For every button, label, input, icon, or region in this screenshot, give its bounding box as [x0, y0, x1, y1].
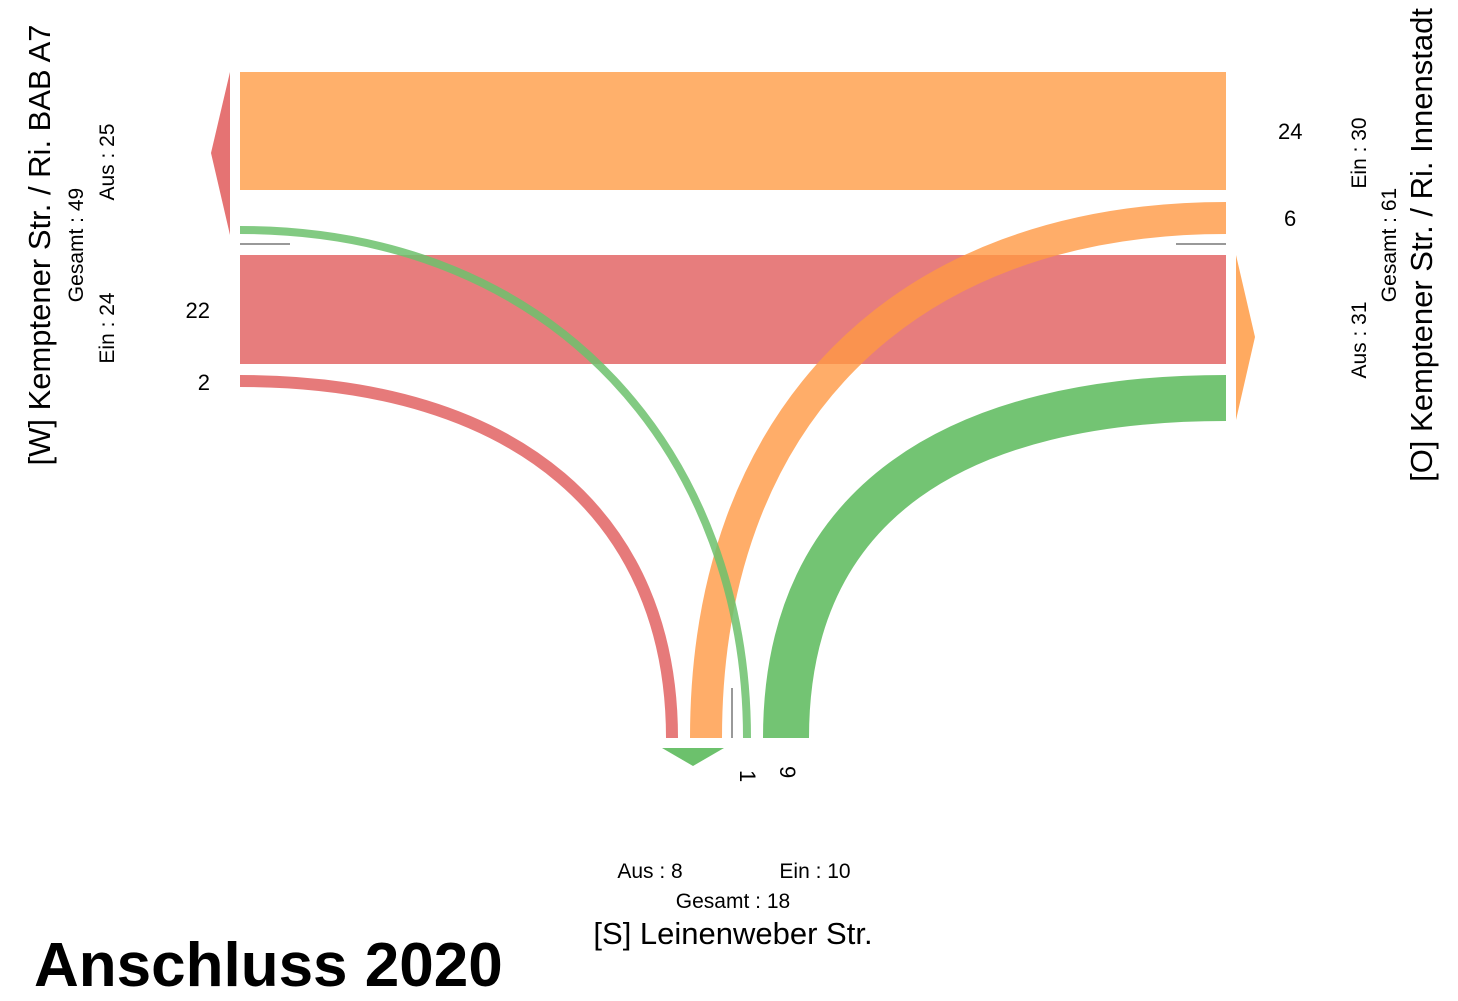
south-approach-name: [S] Leinenweber Str. [593, 916, 872, 951]
east-exit-arrow [1236, 255, 1255, 420]
label-west-right: 2 [198, 370, 210, 395]
south-exit-arrow [662, 748, 724, 766]
label-west-straight: 22 [186, 298, 210, 323]
flow-west-to-south [239, 375, 678, 739]
south-aus: Aus : 8 [617, 860, 682, 883]
east-approach-name: [O] Kemptener Str. / Ri. Innenstadt [1404, 8, 1439, 482]
south-ein: Ein : 10 [779, 860, 850, 883]
flow-west-to-east [240, 255, 1226, 364]
flow-east-to-south [690, 202, 1227, 739]
east-gesamt: Gesamt : 61 [1378, 188, 1401, 302]
label-east-straight: 24 [1278, 119, 1302, 144]
west-approach-name: [W] Kemptener Str. / Ri. BAB A7 [22, 24, 57, 465]
west-ein: Ein : 24 [96, 292, 119, 364]
flow-south-to-west [239, 226, 751, 739]
east-aus: Aus : 31 [1348, 301, 1371, 378]
cropped-title: Anschluss 2020 [34, 931, 503, 1000]
west-gesamt: Gesamt : 49 [65, 188, 88, 302]
west-exit-arrow [211, 72, 230, 235]
flow-south-to-east [763, 375, 1227, 739]
east-ein: Ein : 30 [1348, 117, 1371, 188]
flow-east-to-west [240, 72, 1226, 190]
label-south-right: 9 [775, 766, 800, 778]
label-east-left: 6 [1284, 206, 1296, 231]
south-gesamt: Gesamt : 18 [676, 890, 790, 913]
traffic-flow-diagram: 22 2 24 6 1 9 [W] Kemptener Str. / Ri. B… [22, 8, 1439, 951]
west-aus: Aus : 25 [96, 123, 119, 200]
label-south-left: 1 [735, 770, 760, 782]
